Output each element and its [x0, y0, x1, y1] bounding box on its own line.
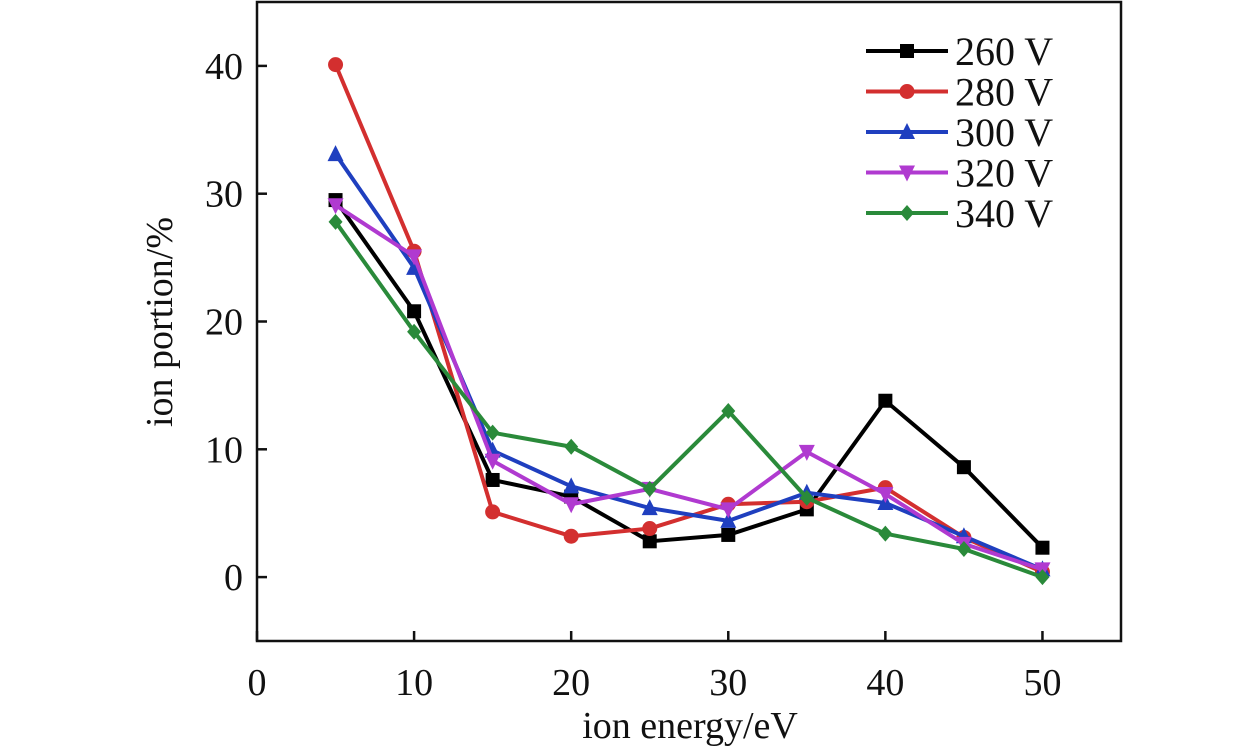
- y-tick-label: 40: [205, 46, 243, 88]
- series-line: [333, 63, 1044, 574]
- legend-entry: 340 V: [866, 191, 1053, 236]
- data-point: [798, 444, 815, 461]
- x-axis-title: ion energy/eV: [582, 705, 798, 747]
- data-point: [642, 534, 657, 549]
- data-point: [327, 145, 344, 162]
- y-tick-label: 0: [224, 557, 243, 599]
- x-axis: 0 10 20 30 40 50: [248, 631, 1061, 704]
- legend-marker: [899, 84, 915, 99]
- x-tick-label: 50: [1023, 662, 1061, 704]
- data-point: [1035, 540, 1050, 555]
- data-point: [563, 528, 579, 544]
- data-point: [720, 502, 737, 519]
- legend-label: 260 V: [955, 29, 1053, 74]
- data-point: [878, 525, 893, 542]
- data-point: [328, 213, 343, 230]
- data-point: [721, 527, 736, 542]
- data-point: [641, 499, 658, 516]
- data-point: [484, 453, 501, 470]
- data-point: [407, 304, 422, 319]
- y-axis: 0 10 20 30 40: [205, 46, 267, 599]
- data-point: [642, 521, 658, 537]
- legend-marker: [899, 123, 915, 139]
- legend-label: 320 V: [955, 151, 1053, 196]
- x-tick-label: 40: [866, 662, 904, 704]
- data-point: [407, 323, 422, 340]
- data-point: [485, 424, 500, 441]
- y-tick-label: 30: [205, 174, 243, 216]
- legend-marker: [899, 165, 915, 182]
- legend-label: 300 V: [955, 110, 1053, 155]
- series-line: [333, 198, 1044, 550]
- legend-marker: [900, 44, 914, 58]
- data-point: [406, 249, 423, 266]
- series-layer: [327, 57, 1051, 586]
- x-tick-label: 0: [248, 662, 267, 704]
- legend-marker: [900, 205, 914, 221]
- data-point: [485, 472, 500, 487]
- data-point: [642, 480, 657, 497]
- legend-entry: 280 V: [866, 70, 1053, 115]
- data-point: [485, 504, 501, 520]
- series-line: [333, 152, 1044, 572]
- data-point: [878, 393, 893, 408]
- series-line: [333, 220, 1044, 579]
- data-point: [1035, 569, 1050, 586]
- data-point: [563, 497, 580, 514]
- legend-entry: 300 V: [866, 110, 1053, 155]
- legend-label: 340 V: [955, 191, 1053, 236]
- x-tick-label: 10: [395, 662, 433, 704]
- data-point: [877, 487, 894, 504]
- series-340v: [328, 213, 1050, 586]
- data-point: [956, 460, 971, 475]
- legend-label: 280 V: [955, 70, 1053, 115]
- y-tick-label: 20: [205, 302, 243, 344]
- data-point: [721, 402, 736, 419]
- data-point: [328, 57, 344, 73]
- legend-entry: 260 V: [866, 29, 1053, 74]
- data-point: [563, 477, 580, 494]
- data-point: [799, 489, 814, 506]
- legend-entry: 320 V: [866, 151, 1053, 196]
- x-tick-label: 20: [552, 662, 590, 704]
- series-line: [334, 203, 1044, 572]
- data-point: [956, 540, 971, 557]
- y-tick-label: 10: [205, 429, 243, 471]
- data-point: [564, 438, 579, 455]
- data-point: [327, 198, 344, 215]
- y-axis-title: ion portion/%: [139, 217, 181, 427]
- x-tick-label: 30: [709, 662, 747, 704]
- data-point: [720, 511, 737, 528]
